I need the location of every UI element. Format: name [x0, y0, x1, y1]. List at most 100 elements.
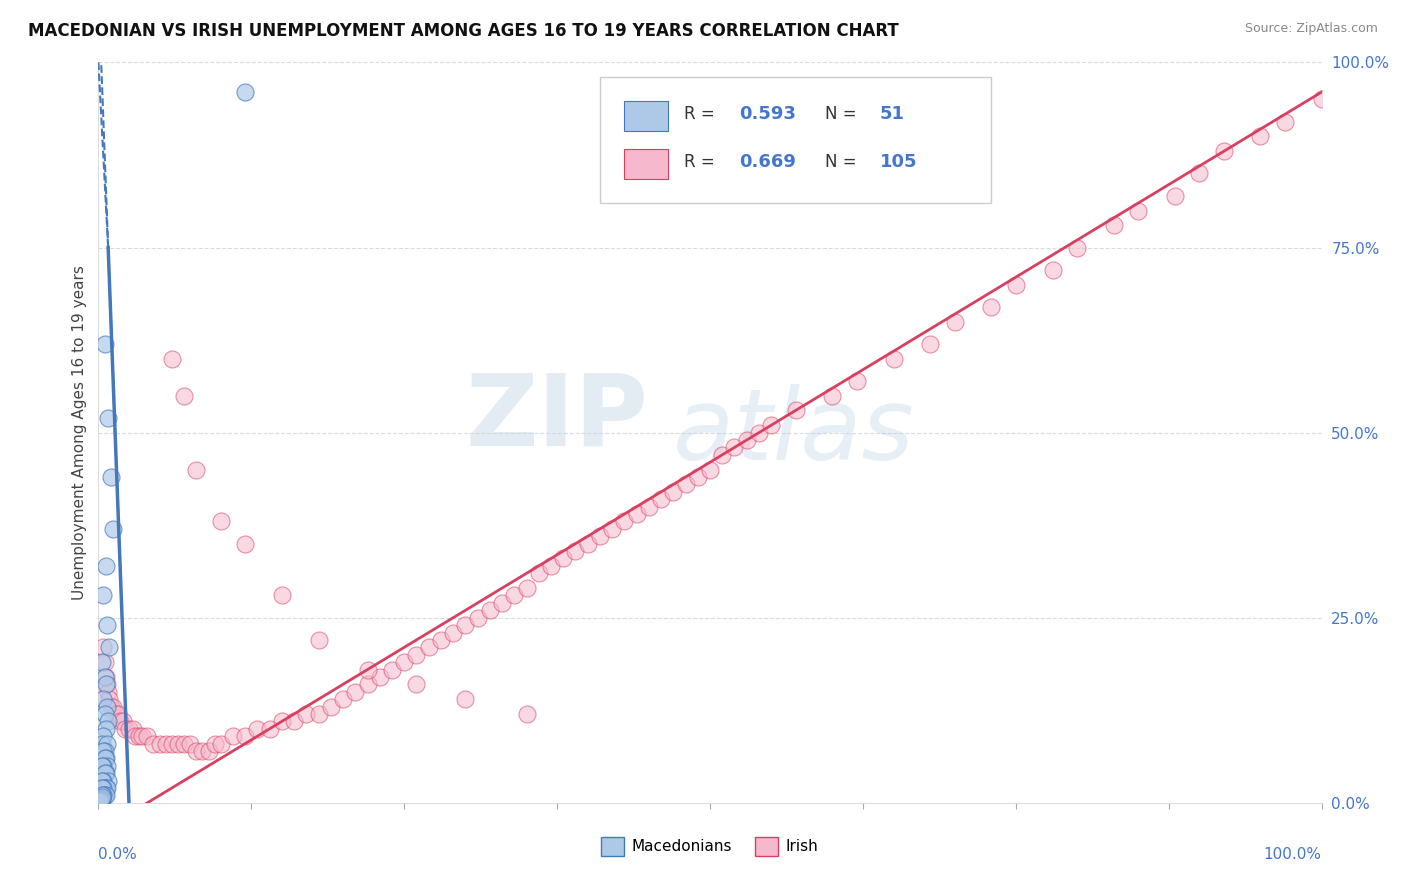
Point: [160, 737, 183, 751]
Point: [91, 789, 114, 803]
Point: [785, 403, 807, 417]
Point: [96, 618, 118, 632]
Text: MACEDONIAN VS IRISH UNEMPLOYMENT AMONG AGES 16 TO 19 YEARS CORRELATION CHART: MACEDONIAN VS IRISH UNEMPLOYMENT AMONG A…: [28, 22, 898, 40]
Point: [515, 706, 537, 721]
Point: [564, 544, 586, 558]
Point: [107, 706, 129, 721]
Point: [155, 737, 177, 751]
Point: [920, 336, 942, 351]
Point: [699, 462, 721, 476]
Text: 100.0%: 100.0%: [1264, 847, 1322, 863]
Point: [405, 648, 427, 662]
Point: [94, 722, 117, 736]
Point: [527, 566, 550, 581]
Point: [94, 558, 117, 573]
Point: [1249, 129, 1271, 144]
Point: [93, 336, 115, 351]
Point: [491, 596, 513, 610]
Point: [626, 507, 648, 521]
Point: [91, 729, 114, 743]
Point: [308, 632, 330, 647]
Text: 0.669: 0.669: [740, 153, 796, 171]
Point: [91, 589, 114, 603]
Point: [186, 744, 208, 758]
Point: [167, 737, 190, 751]
Point: [1310, 92, 1333, 106]
Point: [91, 780, 114, 795]
Point: [96, 677, 118, 691]
Point: [91, 692, 114, 706]
Point: [454, 692, 477, 706]
Point: [381, 663, 404, 677]
Point: [91, 758, 114, 772]
Point: [761, 418, 783, 433]
Point: [650, 492, 672, 507]
Point: [233, 536, 256, 550]
Text: N =: N =: [825, 153, 862, 171]
Point: [91, 792, 114, 806]
Point: [91, 640, 114, 655]
Point: [89, 794, 111, 808]
Point: [821, 388, 844, 402]
Point: [91, 758, 114, 772]
Point: [94, 780, 117, 795]
Point: [114, 722, 136, 736]
Point: [91, 773, 114, 788]
Point: [186, 462, 208, 476]
Point: [101, 522, 124, 536]
Point: [1128, 203, 1150, 218]
Point: [308, 706, 330, 721]
Text: 0.593: 0.593: [740, 105, 796, 123]
Point: [233, 85, 256, 99]
Point: [94, 670, 117, 684]
Point: [90, 792, 112, 806]
Point: [91, 737, 114, 751]
Point: [97, 685, 120, 699]
Point: [100, 470, 122, 484]
Point: [1274, 114, 1296, 128]
Point: [883, 351, 905, 366]
Text: R =: R =: [685, 153, 720, 171]
Point: [270, 714, 294, 729]
Point: [96, 737, 118, 751]
Point: [124, 729, 146, 743]
Point: [1188, 166, 1211, 180]
Point: [222, 729, 245, 743]
Point: [259, 722, 281, 736]
Point: [711, 448, 734, 462]
Point: [1004, 277, 1026, 292]
Point: [589, 529, 612, 543]
Point: [637, 500, 661, 514]
Point: [98, 692, 121, 706]
Point: [576, 536, 599, 550]
Point: [368, 670, 391, 684]
Point: [93, 789, 115, 803]
Point: [540, 558, 562, 573]
Point: [93, 766, 115, 780]
Point: [93, 655, 115, 669]
Point: [204, 737, 226, 751]
Point: [91, 773, 114, 788]
Point: [662, 484, 685, 499]
Point: [173, 388, 195, 402]
Legend: Macedonians, Irish: Macedonians, Irish: [595, 831, 825, 862]
Point: [209, 515, 232, 529]
Point: [675, 477, 697, 491]
Point: [191, 744, 214, 758]
Point: [93, 670, 115, 684]
Point: [93, 751, 115, 765]
Point: [96, 758, 118, 772]
Point: [392, 655, 416, 669]
Point: [89, 794, 111, 808]
Point: [270, 589, 294, 603]
Text: 105: 105: [880, 153, 918, 171]
Point: [686, 470, 709, 484]
Point: [142, 737, 165, 751]
Point: [91, 780, 114, 795]
Point: [110, 714, 132, 729]
Point: [100, 699, 122, 714]
Text: 51: 51: [880, 105, 905, 123]
Point: [90, 793, 112, 807]
Point: [93, 780, 115, 795]
Point: [233, 729, 256, 743]
